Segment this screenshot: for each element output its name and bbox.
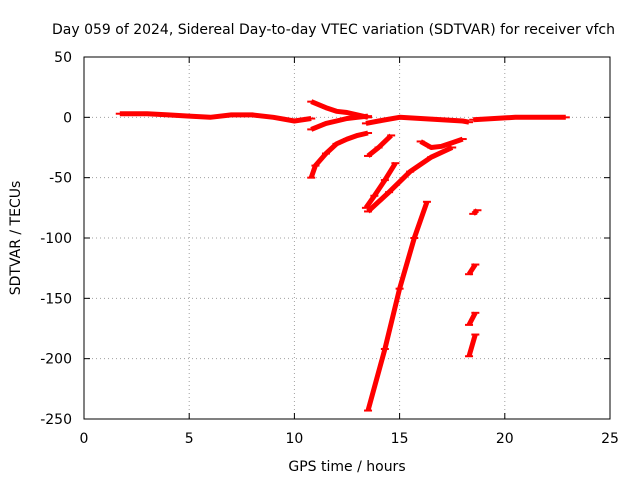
series-6 (469, 114, 570, 123)
series-1 (115, 111, 316, 124)
x-tick-label: 15 (391, 431, 409, 447)
series-line (308, 130, 369, 179)
x-axis-title: GPS time / hours (288, 459, 405, 475)
series-line (365, 200, 430, 412)
x-tick-label: 0 (80, 431, 89, 447)
series-4 (307, 130, 373, 179)
series-15 (465, 333, 480, 358)
series-7 (364, 133, 396, 158)
chart-title: Day 059 of 2024, Sidereal Day-to-day VTE… (52, 22, 615, 38)
series-line (466, 333, 478, 357)
series-line (466, 263, 478, 276)
series-3 (307, 113, 373, 132)
y-tick-label: 0 (63, 110, 72, 126)
y-tick-label: -200 (40, 352, 72, 368)
series-11 (364, 200, 431, 412)
x-tick-label: 25 (601, 431, 619, 447)
axis-ticks: 0 5 10 15 20 25 50 0 -50 -100 -150 -200 -250 (40, 50, 619, 447)
series-line (473, 114, 566, 123)
y-tick-label: 50 (54, 50, 72, 66)
series-group (115, 99, 570, 412)
series-13 (465, 263, 480, 276)
series-10 (416, 136, 467, 150)
series-12 (469, 208, 482, 216)
series-5 (361, 114, 474, 126)
y-tick-label: -250 (40, 412, 72, 428)
series-14 (465, 311, 480, 327)
y-tick-label: -150 (40, 291, 72, 307)
series-line (466, 311, 478, 327)
y-axis-title: SDTVAR / TECUs (8, 181, 24, 296)
series-line (363, 161, 398, 210)
y-tick-label: -50 (49, 171, 72, 187)
series-line (366, 133, 393, 158)
series-9 (364, 145, 457, 214)
x-tick-label: 10 (285, 431, 303, 447)
series-line (366, 145, 454, 214)
x-tick-label: 5 (185, 431, 194, 447)
x-tick-label: 20 (496, 431, 514, 447)
series-8 (361, 161, 400, 210)
y-tick-label: -100 (40, 231, 72, 247)
